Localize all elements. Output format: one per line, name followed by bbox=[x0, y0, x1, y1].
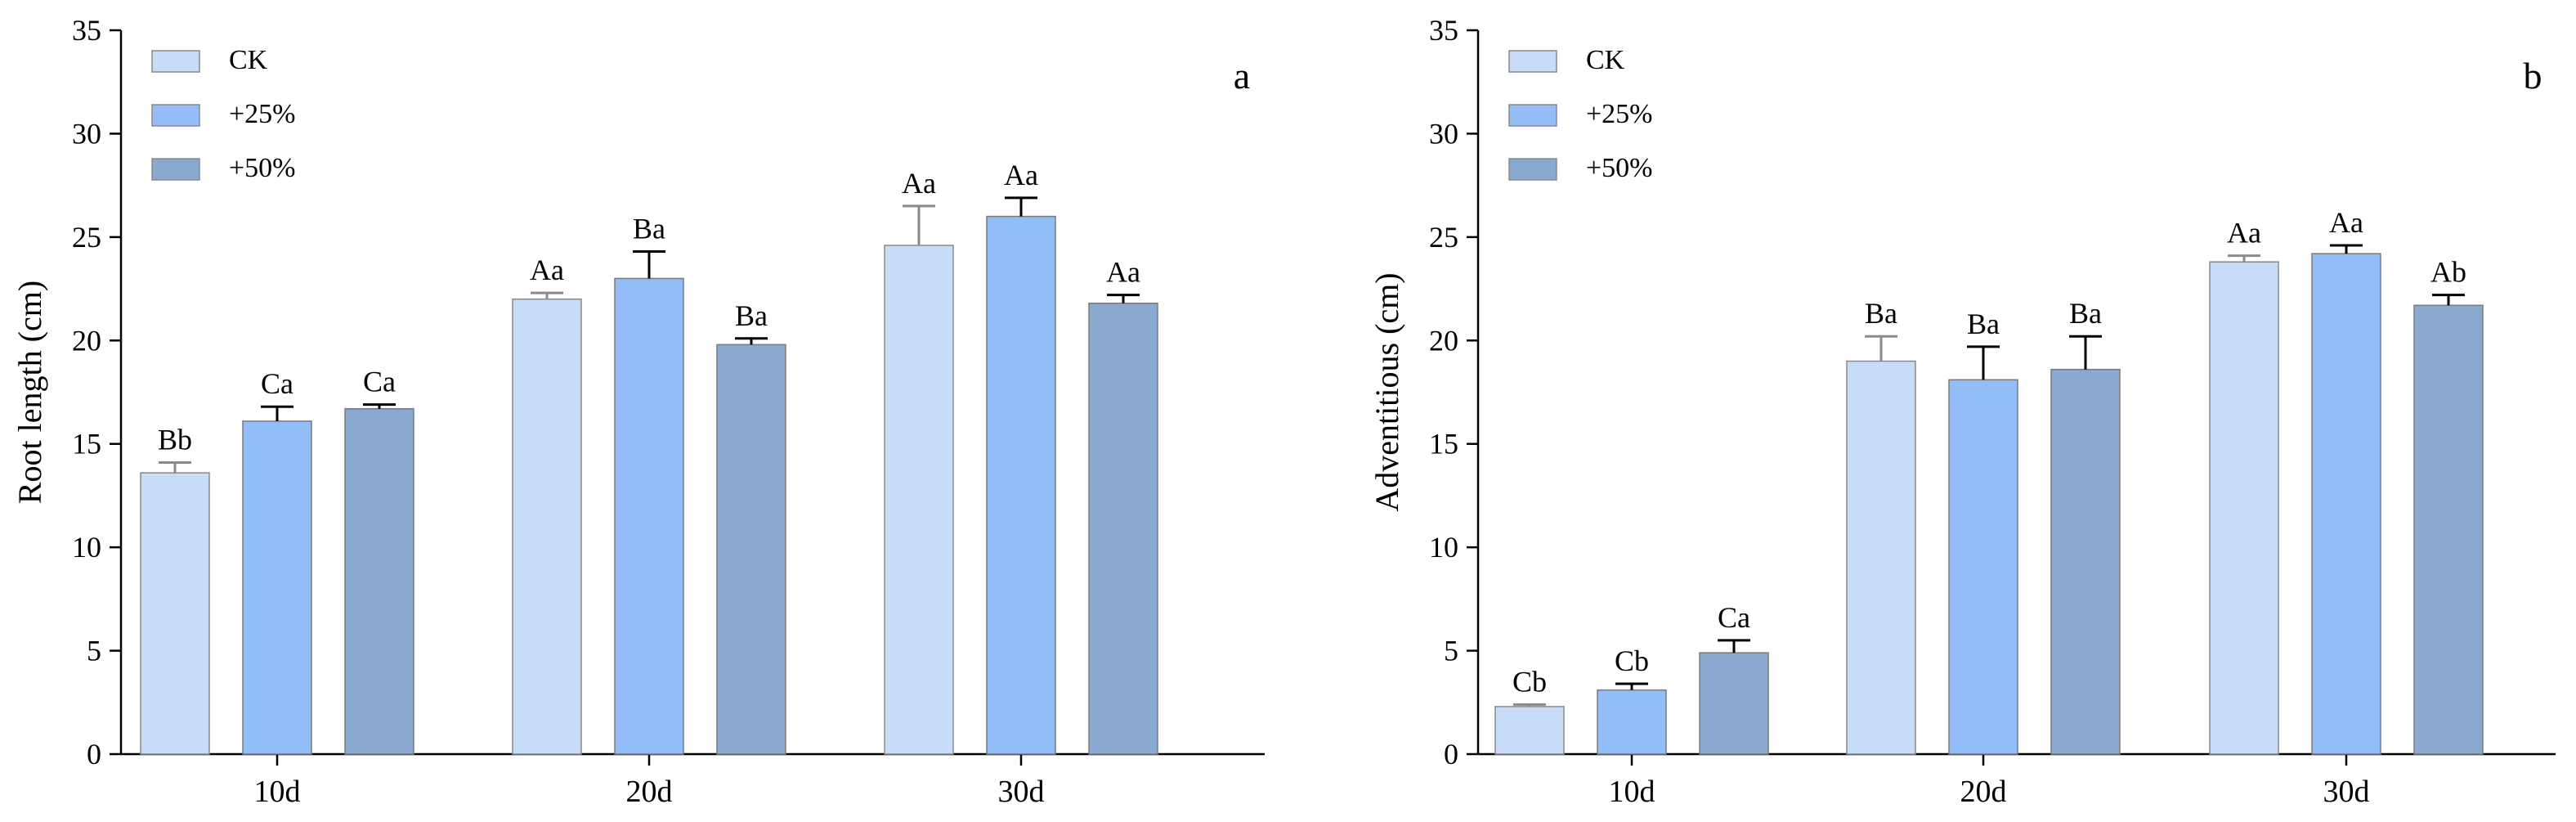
legend-label: CK bbox=[229, 45, 268, 75]
significance-label: Aa bbox=[902, 167, 936, 200]
significance-label: Ba bbox=[633, 213, 665, 245]
significance-label: Bb bbox=[158, 423, 192, 456]
panel-letter: a bbox=[1234, 55, 1250, 97]
x-tick-label: 20d bbox=[1960, 775, 2007, 809]
bar bbox=[2413, 304, 2484, 755]
y-tick-label: 5 bbox=[1444, 635, 1458, 667]
significance-label: Ca bbox=[261, 367, 293, 400]
y-tick-label: 20 bbox=[1429, 324, 1458, 357]
bar bbox=[2209, 261, 2279, 755]
legend-swatch bbox=[151, 158, 200, 181]
legend-label: +50% bbox=[229, 153, 296, 183]
y-tick-label: 5 bbox=[87, 635, 101, 667]
bar bbox=[2050, 368, 2121, 755]
chart-panel-b: 0 5 10 15 20 25 30 35 Adventitious (cm) 10d 20d 30d… bbox=[1369, 14, 2556, 809]
x-tick-label: 30d bbox=[998, 775, 1045, 809]
bar bbox=[1597, 689, 1667, 755]
bar bbox=[1948, 379, 2018, 755]
y-tick-label: 10 bbox=[72, 531, 101, 564]
y-tick-label: 20 bbox=[72, 324, 101, 357]
bar bbox=[512, 298, 582, 755]
y-tick-label: 15 bbox=[1429, 428, 1458, 460]
y-tick-label: 35 bbox=[72, 14, 101, 47]
x-tick-label: 10d bbox=[1609, 775, 1655, 809]
bar bbox=[614, 277, 684, 755]
bar bbox=[1088, 303, 1158, 755]
significance-label: Aa bbox=[1004, 159, 1038, 191]
y-tick-label: 15 bbox=[72, 428, 101, 460]
legend-label: CK bbox=[1586, 45, 1625, 75]
y-tick-label: 25 bbox=[72, 221, 101, 254]
bar bbox=[1699, 652, 1769, 755]
significance-label: Aa bbox=[530, 254, 564, 286]
legend-swatch bbox=[1508, 104, 1557, 127]
y-tick-label: 30 bbox=[1429, 117, 1458, 150]
panel-letter: b bbox=[2524, 55, 2542, 97]
y-tick-label: 35 bbox=[1429, 14, 1458, 47]
legend-swatch bbox=[151, 50, 200, 73]
bar bbox=[1846, 360, 1916, 755]
legend-swatch bbox=[151, 104, 200, 127]
significance-label: Cb bbox=[1615, 645, 1649, 677]
y-axis-title: Root length (cm) bbox=[11, 281, 48, 504]
bar bbox=[986, 215, 1056, 755]
chart-panel-a: 0 5 10 15 20 25 30 35 Root length (cm) 10d 20d 30d B… bbox=[11, 14, 1265, 809]
significance-label: Aa bbox=[1106, 256, 1140, 289]
bar bbox=[344, 407, 414, 755]
y-tick-label: 30 bbox=[72, 117, 101, 150]
legend-label: +50% bbox=[1586, 153, 1653, 183]
significance-label: Ba bbox=[1865, 297, 1897, 330]
significance-label: Ba bbox=[735, 299, 768, 332]
significance-label: Aa bbox=[2329, 206, 2363, 239]
significance-label: Ba bbox=[2069, 297, 2102, 330]
bar bbox=[1494, 706, 1565, 755]
bar bbox=[140, 472, 210, 755]
legend-label: +25% bbox=[1586, 99, 1653, 129]
y-tick-label: 25 bbox=[1429, 221, 1458, 254]
significance-label: Ca bbox=[1718, 601, 1750, 634]
bar bbox=[2311, 253, 2381, 755]
bar bbox=[242, 420, 312, 755]
bar bbox=[716, 344, 786, 755]
significance-label: Ba bbox=[1967, 308, 2000, 340]
significance-label: Ab bbox=[2430, 256, 2466, 289]
y-tick-label: 0 bbox=[1444, 738, 1458, 770]
significance-label: Ca bbox=[363, 366, 396, 398]
legend-swatch bbox=[1508, 50, 1557, 73]
y-tick-label: 10 bbox=[1429, 531, 1458, 564]
x-tick-label: 20d bbox=[626, 775, 673, 809]
legend-label: +25% bbox=[229, 99, 296, 129]
x-tick-label: 10d bbox=[254, 775, 301, 809]
y-axis-title: Adventitious (cm) bbox=[1369, 272, 1405, 511]
legend-swatch bbox=[1508, 158, 1557, 181]
y-tick-label: 0 bbox=[87, 738, 101, 770]
significance-label: Aa bbox=[2227, 217, 2261, 249]
x-tick-label: 30d bbox=[2323, 775, 2370, 809]
bar bbox=[884, 245, 954, 755]
significance-label: Cb bbox=[1512, 665, 1547, 698]
